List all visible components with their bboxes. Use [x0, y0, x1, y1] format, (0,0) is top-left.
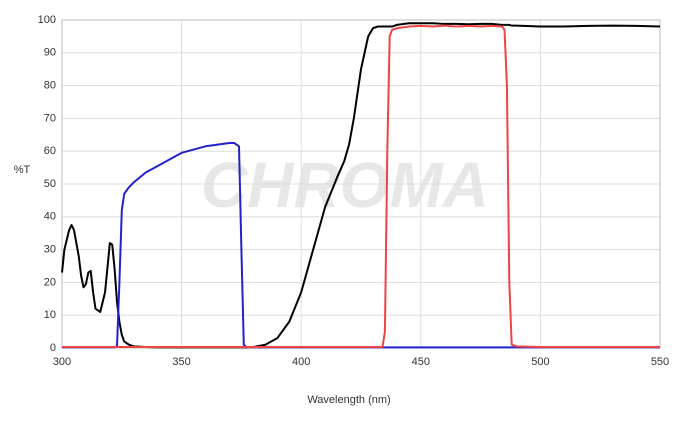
y-tick-label: 80: [44, 80, 56, 92]
series-line: [62, 24, 660, 349]
y-tick-label: 30: [44, 244, 56, 256]
y-tick-label: 90: [44, 47, 56, 59]
y-tick-label: 60: [44, 145, 56, 157]
x-tick-label: 450: [412, 356, 430, 368]
y-tick-label: 20: [44, 276, 56, 288]
x-tick-label: 300: [53, 356, 71, 368]
y-tick-label: 40: [44, 211, 56, 223]
y-axis-label: %T: [14, 164, 31, 176]
x-tick-label: 350: [172, 356, 190, 368]
x-tick-label: 550: [651, 356, 669, 368]
x-tick-label: 400: [292, 356, 310, 368]
x-axis-label: Wavelength (nm): [307, 394, 390, 406]
y-tick-label: 100: [38, 14, 56, 26]
x-tick-label: 500: [531, 356, 549, 368]
series-line: [61, 22, 661, 349]
y-tick-label: 50: [44, 178, 56, 190]
y-tick-label: 10: [44, 309, 56, 321]
y-tick-label: 0: [50, 342, 56, 354]
y-tick-label: 70: [44, 112, 56, 124]
